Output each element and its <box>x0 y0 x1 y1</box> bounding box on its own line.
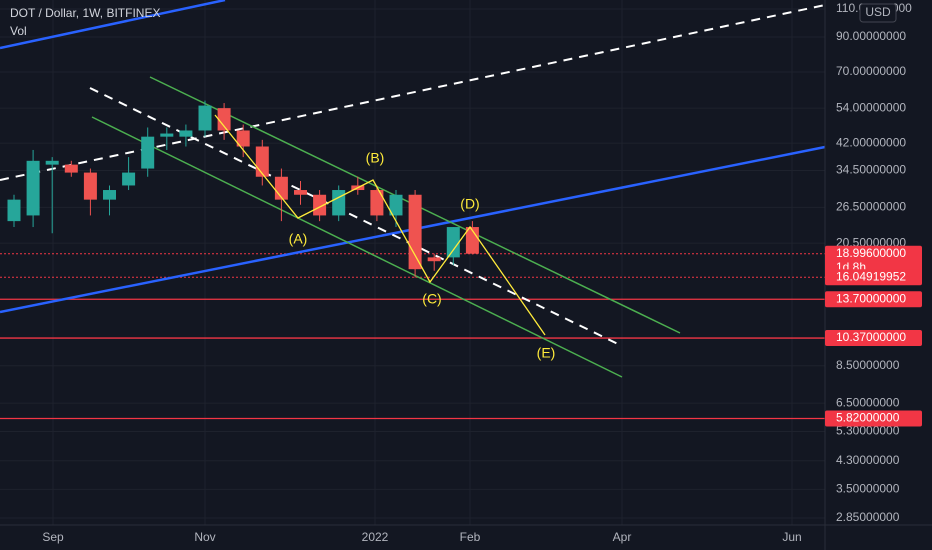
indicator-label: Vol <box>10 24 27 38</box>
candles <box>7 100 479 278</box>
candle-body <box>294 190 307 195</box>
candle-body <box>122 172 136 186</box>
candle-body <box>274 176 288 200</box>
wave-label: (A) <box>289 231 308 247</box>
candle-body <box>446 227 460 258</box>
symbol-title: DOT / Dollar, 1W, BITFINEX <box>10 6 160 20</box>
price-tag <box>825 410 922 427</box>
price-tick-label: 90.00000000 <box>836 29 906 43</box>
candle-body <box>217 108 231 131</box>
trend-line <box>0 0 226 50</box>
price-tick-label: 42.00000000 <box>836 135 906 149</box>
price-tick-label: 54.00000000 <box>836 100 906 114</box>
candle-body <box>236 130 250 147</box>
candle-body <box>103 190 116 200</box>
price-tick-label: 6.50000000 <box>836 395 900 409</box>
price-tag <box>825 269 922 286</box>
wave-label: (C) <box>422 291 441 307</box>
wave-label: (B) <box>366 150 385 166</box>
candle-body <box>64 164 78 173</box>
currency-label[interactable]: USD <box>865 5 891 19</box>
wave-path <box>214 114 546 336</box>
dashed-line <box>0 4 826 181</box>
candle-body <box>179 130 193 137</box>
price-tick-label: 8.50000000 <box>836 358 900 372</box>
price-tag-label: 18.99600000 <box>836 246 906 260</box>
price-tick-label: 2.85000000 <box>836 510 900 524</box>
time-label: Jun <box>782 530 801 544</box>
wave-label: (E) <box>537 345 556 361</box>
price-tag <box>825 291 922 308</box>
time-label: Apr <box>613 530 632 544</box>
time-label: 2022 <box>362 530 389 544</box>
candle-body <box>45 160 59 165</box>
price-tag-label: 10.37000000 <box>836 330 906 344</box>
candle-body <box>370 190 384 216</box>
channel-line <box>91 116 623 378</box>
price-tick-label: 26.50000000 <box>836 199 906 213</box>
candle-body <box>408 194 422 270</box>
price-tick-label: 70.00000000 <box>836 64 906 78</box>
candle-body <box>427 257 441 262</box>
time-label: Sep <box>42 530 64 544</box>
wave-label: (D) <box>460 196 479 212</box>
time-label: Feb <box>460 530 481 544</box>
price-tag-label: 13.70000000 <box>836 291 906 305</box>
candle-body <box>389 194 403 216</box>
time-label: Nov <box>194 530 215 544</box>
dashed-line <box>89 87 621 346</box>
currency-button[interactable]: USD <box>859 3 897 23</box>
currency-button-box[interactable] <box>859 3 897 23</box>
price-tick-label: 34.50000000 <box>836 163 906 177</box>
price-tag-label: 16.04919952 <box>836 269 906 283</box>
price-tag <box>825 330 922 347</box>
candle-body <box>141 136 155 169</box>
candle-body <box>313 194 327 216</box>
price-tick-label: 3.50000000 <box>836 482 900 496</box>
candle-body <box>26 160 40 216</box>
candle-body <box>465 227 479 254</box>
price-tick-label: 5.30000000 <box>836 424 900 438</box>
price-tag <box>825 245 922 276</box>
grid <box>0 0 825 525</box>
price-tag-label: 5.82000000 <box>836 411 900 425</box>
candle-body <box>332 190 346 216</box>
candle-body <box>160 133 174 137</box>
price-tick-label: 4.30000000 <box>836 453 900 467</box>
candle-body <box>83 172 97 200</box>
candle-body <box>7 199 21 222</box>
candle-body <box>198 105 212 131</box>
candle-body <box>255 146 269 177</box>
